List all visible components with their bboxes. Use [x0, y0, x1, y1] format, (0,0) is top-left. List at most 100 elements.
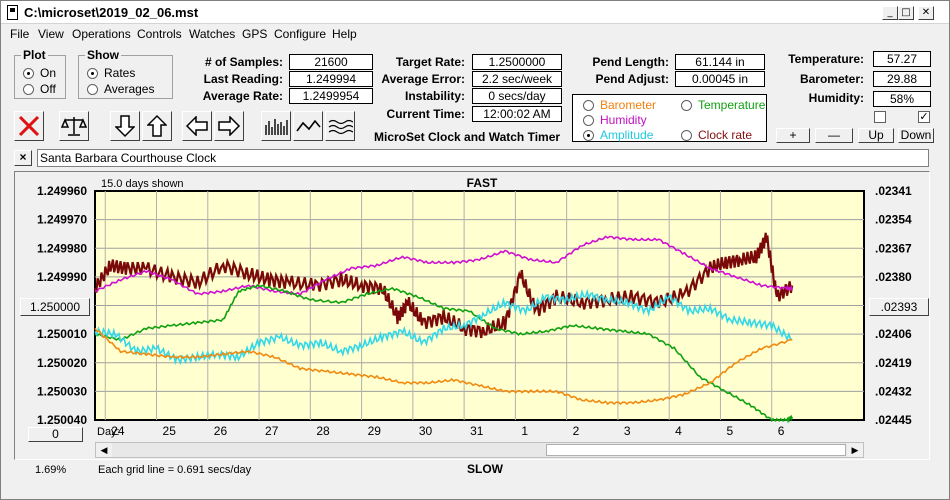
wave-lines-icon — [328, 119, 353, 135]
left-tick-label: 1.250020 — [37, 356, 87, 370]
x-tick-label: 3 — [624, 424, 631, 438]
close-button[interactable]: ✕ — [918, 6, 934, 20]
average-rate-value: 1.2499954 — [289, 88, 373, 104]
average-error-label: Average Error: — [381, 72, 465, 86]
move-down-button[interactable] — [110, 111, 140, 141]
scroll-right-icon[interactable]: ▶ — [847, 443, 863, 457]
samples-label: # of Samples: — [204, 55, 283, 69]
series-clockrate-radio[interactable]: Clock rate — [681, 128, 752, 142]
series-temperature-label: Temperature — [698, 98, 766, 112]
pend-adjust-label: Pend Adjust: — [595, 72, 669, 86]
window-title: C:\microset\2019_02_06.mst — [24, 5, 199, 20]
humidity-value: 58% — [873, 91, 931, 107]
average-rate-label: Average Rate: — [202, 89, 283, 103]
radio-empty-icon — [583, 114, 594, 126]
horizontal-scrollbar[interactable]: ◀ ▶ — [95, 442, 864, 458]
minus-button[interactable]: — — [815, 128, 853, 143]
plot-on-radio[interactable]: On — [23, 66, 56, 80]
barometer-label: Barometer: — [799, 72, 864, 86]
barometer-value: 29.88 — [873, 71, 931, 87]
clear-name-button[interactable]: × — [14, 150, 32, 166]
balance-scale-icon — [61, 117, 87, 136]
series-line-temperature — [94, 283, 793, 424]
right-axis-ticks: .02341 .02354 .02367 .02380 .02406 .02419 .024… — [875, 184, 912, 427]
show-rates-radio[interactable]: Rates — [87, 66, 135, 80]
show-averages-label: Averages — [104, 82, 155, 96]
plot-series — [93, 232, 794, 424]
up-button[interactable]: Up — [858, 128, 894, 143]
maximize-button[interactable]: □ — [898, 6, 914, 20]
bar-graph-icon — [265, 119, 288, 135]
menu-controls[interactable]: Controls — [137, 27, 182, 41]
down-button[interactable]: Down — [898, 128, 934, 143]
minimize-button[interactable]: _ — [882, 6, 898, 20]
left-tick-label: 1.250040 — [37, 413, 87, 427]
move-right-button[interactable] — [214, 111, 244, 141]
move-up-button[interactable] — [142, 111, 172, 141]
series-line-barometer — [94, 327, 793, 406]
checkbox-1[interactable] — [874, 111, 886, 123]
menu-gps[interactable]: GPS — [242, 27, 268, 41]
radio-selected-icon — [87, 67, 98, 79]
show-group: Show Rates Averages — [78, 48, 173, 99]
app-icon — [7, 5, 18, 20]
series-humidity-radio[interactable]: Humidity — [583, 113, 647, 127]
temperature-label: Temperature: — [788, 52, 864, 66]
plot-off-radio[interactable]: Off — [23, 82, 56, 96]
series-amplitude-label: Amplitude — [600, 128, 654, 142]
menu-file[interactable]: File — [10, 27, 30, 41]
title-bar: C:\microset\2019_02_06.mst _ □ ✕ — [1, 1, 949, 24]
right-tick-label: .02419 — [875, 356, 912, 370]
center-right-button[interactable]: .02393 — [869, 298, 929, 316]
target-rate-value: 1.2500000 — [472, 54, 562, 70]
x-tick-label: 2 — [573, 424, 580, 438]
pend-adjust-value: 0.00045 in — [675, 71, 765, 87]
instability-value: 0 secs/day — [472, 88, 562, 104]
series-temperature-radio[interactable]: Temperature — [681, 98, 765, 112]
left-axis-ticks: 1.249960 1.249970 1.249980 1.249990 1.250010… — [37, 184, 87, 427]
menu-help[interactable]: Help — [332, 27, 357, 41]
menu-watches[interactable]: Watches — [189, 27, 236, 41]
show-averages-radio[interactable]: Averages — [87, 82, 154, 96]
line-view-button[interactable] — [293, 111, 323, 141]
radio-selected-icon — [23, 67, 34, 79]
left-tick-label: 1.249960 — [37, 184, 87, 198]
clock-name-field[interactable]: Santa Barbara Courthouse Clock — [37, 149, 929, 167]
center-rate-button[interactable]: 1.250000 — [20, 298, 90, 316]
balance-button[interactable] — [59, 111, 89, 141]
series-line-humidity — [95, 235, 793, 297]
show-rates-label: Rates — [104, 66, 136, 80]
arrow-up-icon — [147, 114, 167, 137]
menu-view[interactable]: View — [38, 27, 64, 41]
x-tick-label: 6 — [778, 424, 785, 438]
scroll-thumb[interactable] — [546, 444, 846, 456]
wave-view-button[interactable] — [325, 111, 355, 141]
arrow-down-icon — [115, 115, 135, 138]
clear-button[interactable] — [14, 111, 44, 141]
right-tick-label: .02341 — [875, 184, 912, 198]
series-barometer-radio[interactable]: Barometer — [583, 98, 656, 112]
right-tick-label: .02432 — [875, 384, 912, 398]
plus-button[interactable]: + — [776, 128, 810, 143]
chart-panel — [14, 171, 930, 460]
radio-empty-icon — [583, 99, 594, 111]
radio-empty-icon — [23, 83, 34, 95]
zero-button[interactable]: 0 — [28, 427, 83, 442]
left-tick-label: 1.250010 — [37, 327, 87, 341]
series-barometer-label: Barometer — [600, 98, 657, 112]
checkbox-2[interactable]: ✓ — [918, 111, 930, 123]
series-amplitude-radio[interactable]: Amplitude — [583, 128, 653, 142]
scroll-left-icon[interactable]: ◀ — [96, 443, 112, 457]
bars-view-button[interactable] — [261, 111, 291, 141]
show-group-title: Show — [85, 48, 121, 62]
menu-operations[interactable]: Operations — [72, 27, 131, 41]
grid-note-label: Each grid line = 0.691 secs/day — [98, 464, 252, 476]
series-line-clock-rate — [93, 232, 794, 339]
menu-configure[interactable]: Configure — [274, 27, 327, 41]
red-x-icon — [18, 115, 40, 137]
move-left-button[interactable] — [182, 111, 212, 141]
menu-bar: File View Operations Controls Watches GP… — [1, 24, 949, 43]
slow-label: SLOW — [467, 462, 504, 476]
left-tick-label: 1.249970 — [37, 213, 87, 227]
